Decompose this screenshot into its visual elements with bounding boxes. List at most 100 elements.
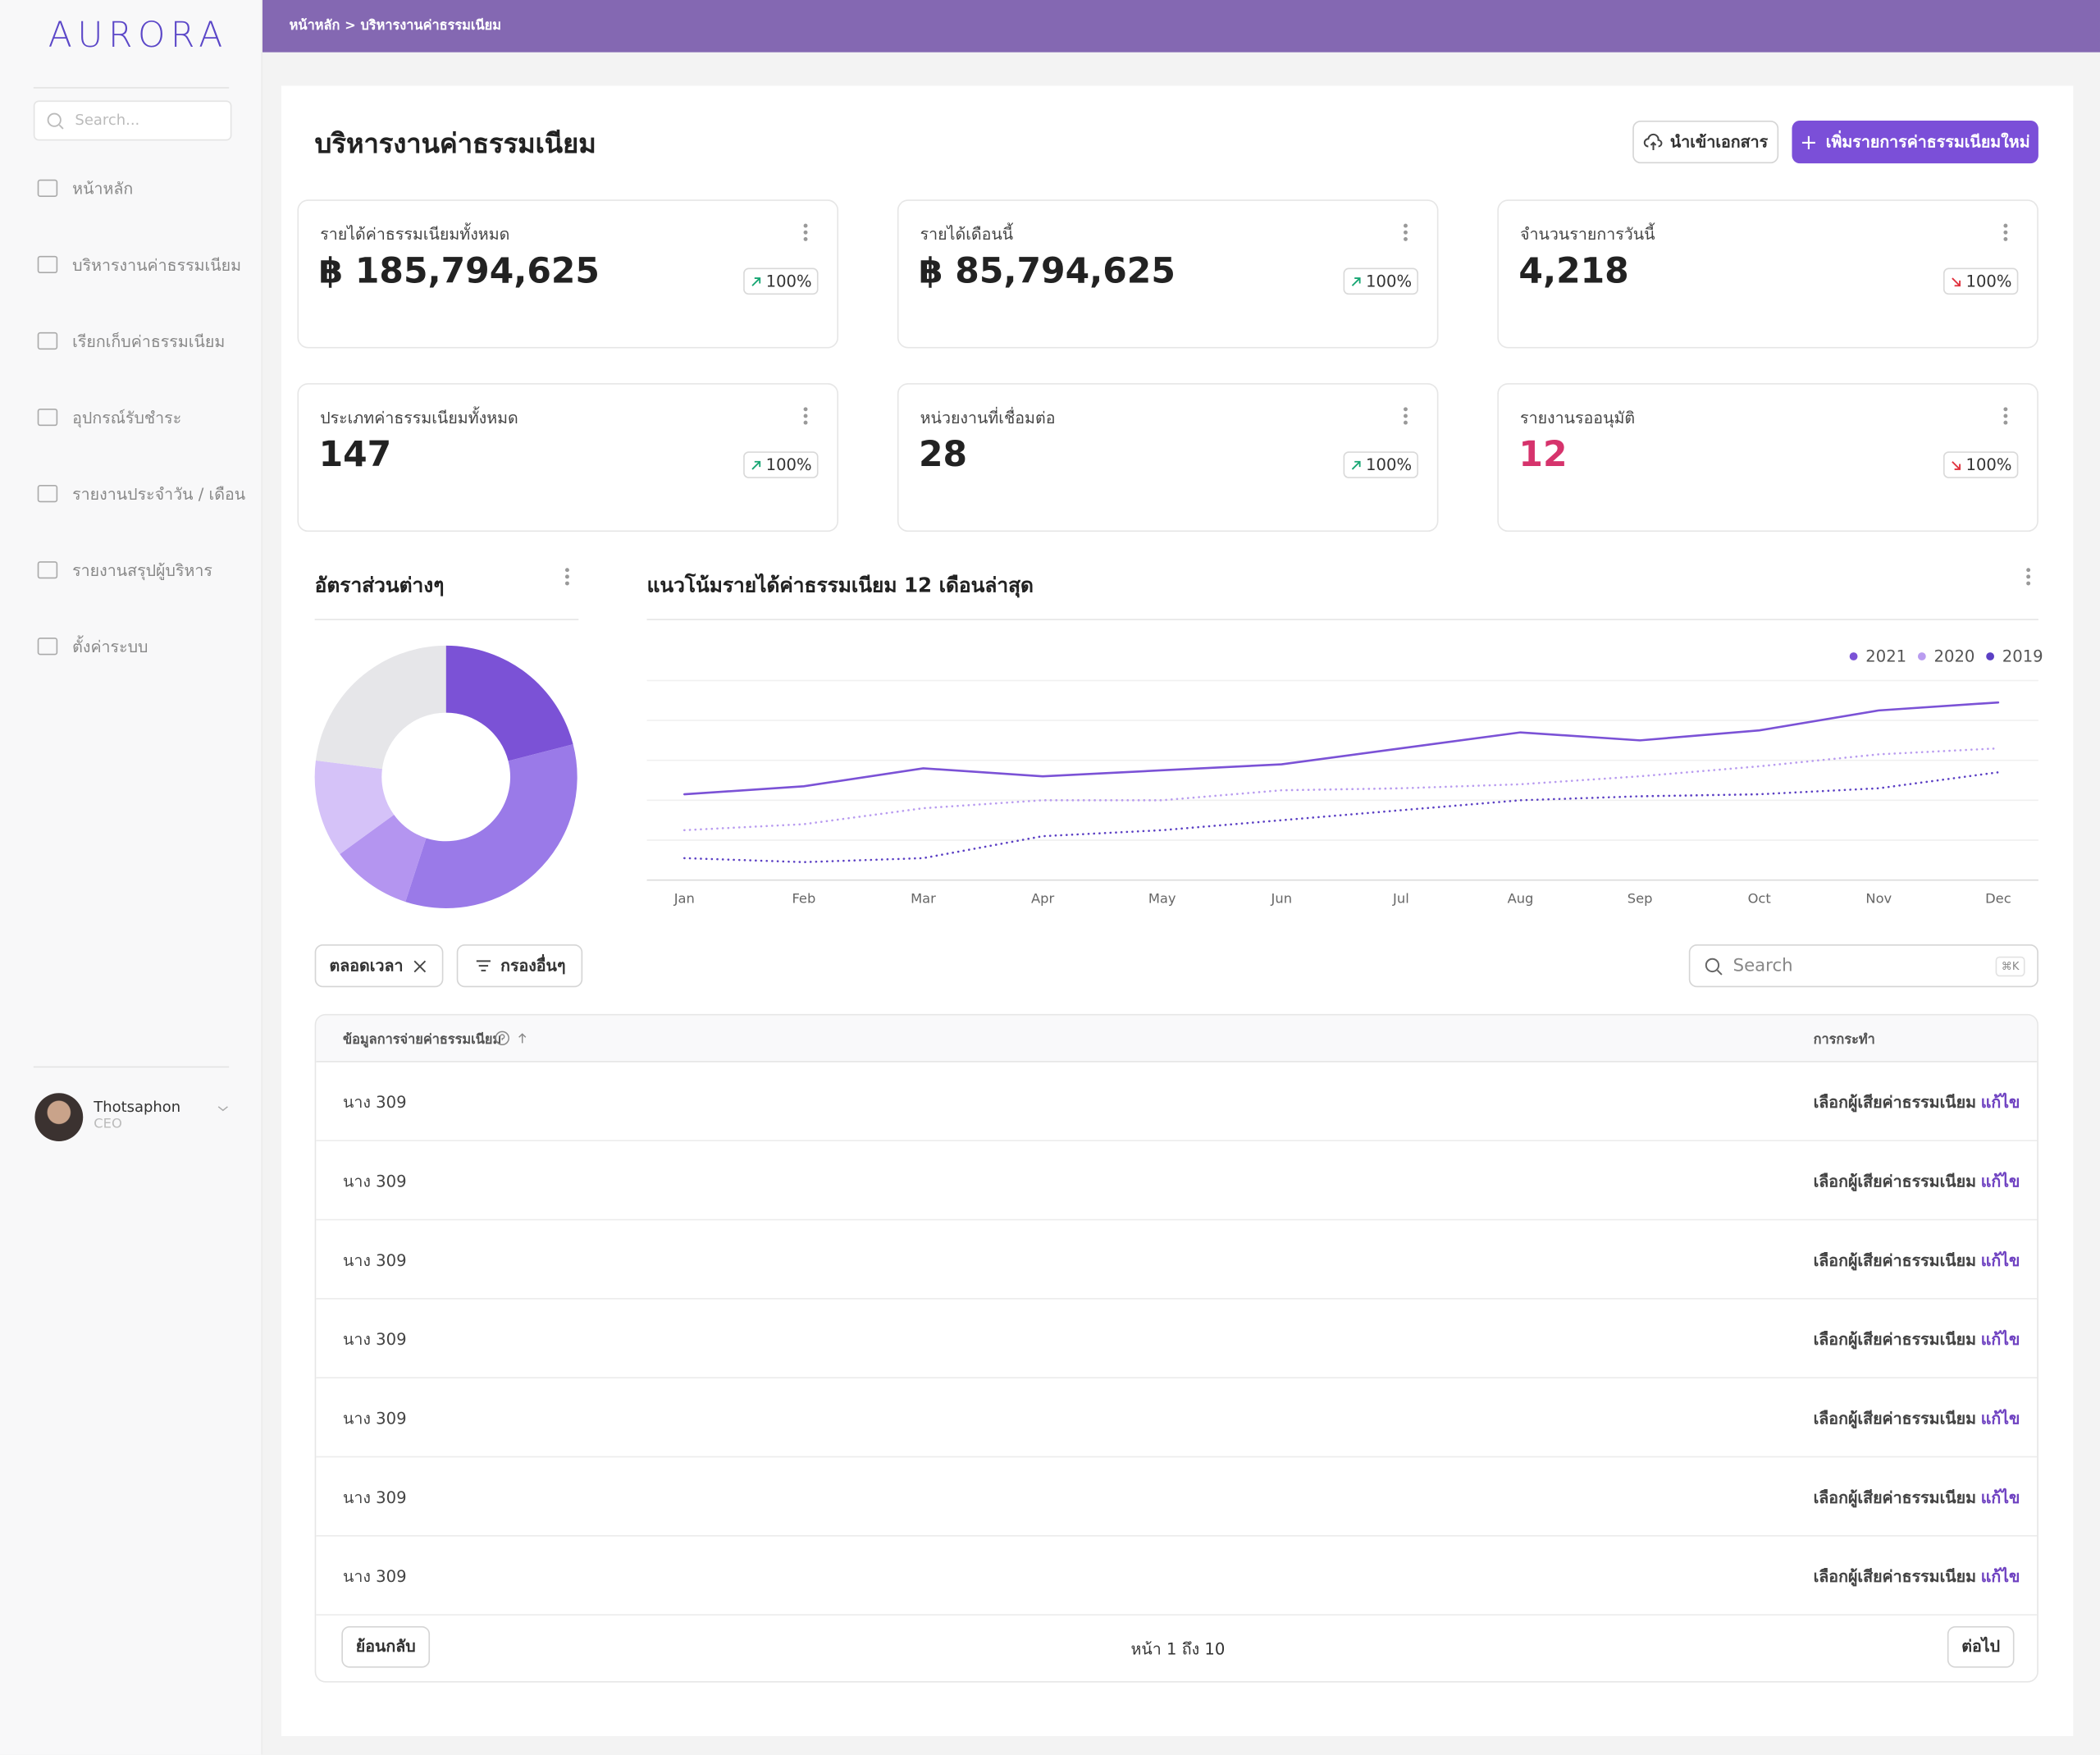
column-header: ข้อมูลการจ่ายค่าธรรมเนียม — [342, 1032, 502, 1048]
next-button[interactable]: ต่อไป — [1947, 1626, 2015, 1668]
nav-item[interactable]: ตั้งค่าระบบ — [27, 628, 255, 666]
edit-link[interactable]: แก้ไข — [1980, 1250, 2020, 1270]
more-menu[interactable] — [1403, 407, 1408, 412]
change-badge: 100% — [743, 267, 819, 295]
stat-value: 12 — [1518, 435, 1568, 476]
page-title: บริหารงานค่าธรรมเนียม — [314, 127, 596, 160]
row-name: นาง 309 — [342, 1330, 407, 1350]
nav-label: ตั้งค่าระบบ — [72, 638, 148, 656]
divider — [33, 87, 230, 89]
sort-icon — [518, 1033, 527, 1044]
table-row: นาง 309 เลือกผู้เสียค่าธรรมเนียม แก้ไข — [316, 1537, 2038, 1616]
stat-card: จำนวนรายการวันนี้ 4,218 100% — [1497, 199, 2038, 349]
stat-card: ประเภทค่าธรรมเนียมทั้งหมด 147 100% — [297, 382, 839, 532]
divider — [33, 1066, 230, 1068]
stat-card: รายได้เดือนนี้฿ 85,794,625 100% — [897, 199, 1439, 349]
nav-item[interactable]: รายงานสรุปผู้บริหาร — [27, 552, 255, 590]
nav-label: อุปกรณ์รับชำระ — [72, 408, 182, 427]
table-row: นาง 309 เลือกผู้เสียค่าธรรมเนียม แก้ไข — [316, 1457, 2038, 1537]
chart-title: อัตราส่วนต่างๆ — [314, 573, 445, 598]
stat-value: 4,218 — [1518, 251, 1629, 292]
row-action[interactable]: เลือกผู้เสียค่าธรรมเนียม — [1813, 1567, 1977, 1587]
row-action[interactable]: เลือกผู้เสียค่าธรรมเนียม — [1813, 1488, 1977, 1507]
change-badge: 100% — [1942, 451, 2019, 478]
edit-link[interactable]: แก้ไข — [1980, 1409, 2020, 1428]
nav-icon — [37, 331, 58, 350]
search-placeholder: Search... — [75, 111, 140, 129]
user-role: CEO — [94, 1117, 122, 1132]
row-action[interactable]: เลือกผู้เสียค่าธรรมเนียม — [1813, 1250, 1977, 1270]
change-value: 100% — [1366, 455, 1413, 474]
nav-item[interactable]: หน้าหลัก — [27, 170, 255, 208]
nav-item[interactable]: รายงานประจำวัน / เดือน — [27, 476, 255, 514]
row-name: นาง 309 — [342, 1409, 407, 1428]
stat-card: หน่วยงานที่เชื่อมต่อ 28 100% — [897, 382, 1439, 532]
change-value: 100% — [1366, 272, 1413, 291]
page-status: หน้า 1 ถึง 10 — [1130, 1639, 1226, 1659]
add-button[interactable]: เพิ่มรายการค่าธรรมเนียมใหม่ — [1792, 120, 2038, 164]
change-value: 100% — [765, 455, 812, 474]
row-action[interactable]: เลือกผู้เสียค่าธรรมเนียม — [1813, 1330, 1977, 1350]
sidebar: AURORA Search... หน้าหลัก บริหารงานค่าธรรมเ… — [0, 0, 262, 1755]
more-menu[interactable] — [2002, 407, 2007, 412]
change-badge: 100% — [1343, 267, 1418, 295]
row-action[interactable]: เลือกผู้เสียค่าธรรมเนียม — [1813, 1093, 1977, 1113]
top-bar: หน้าหลัก > บริหารงานค่าธรรมเนียม — [262, 0, 2100, 53]
divider — [646, 619, 2038, 620]
stat-label: รายได้เดือนนี้ — [920, 225, 1014, 245]
more-menu[interactable] — [2025, 568, 2030, 573]
change-value: 100% — [1965, 272, 2012, 291]
breadcrumb: หน้าหลัก > บริหารงานค่าธรรมเนียม — [289, 18, 502, 34]
edit-link[interactable]: แก้ไข — [1980, 1330, 2020, 1350]
chart-title: แนวโน้มรายได้ค่าธรรมเนียม 12 เดือนล่าสุด — [646, 573, 1034, 598]
nav-item[interactable]: อุปกรณ์รับชำระ — [27, 400, 255, 437]
table-row: นาง 309 เลือกผู้เสียค่าธรรมเนียม แก้ไข — [316, 1141, 2038, 1221]
import-button[interactable]: นำเข้าเอกสาร — [1632, 120, 1779, 164]
nav-item[interactable]: เรียกเก็บค่าธรรมเนียม — [27, 322, 255, 360]
nav-label: เรียกเก็บค่าธรรมเนียม — [72, 331, 226, 351]
table-row: นาง 309 เลือกผู้เสียค่าธรรมเนียม แก้ไข — [316, 1063, 2038, 1142]
button-label: นำเข้าเอกสาร — [1669, 131, 1769, 151]
edit-link[interactable]: แก้ไข — [1980, 1093, 2020, 1113]
filter-chip[interactable]: กรองอื่นๆ — [456, 944, 583, 988]
row-action[interactable]: เลือกผู้เสียค่าธรรมเนียม — [1813, 1172, 1977, 1191]
chip-label: กรองอื่นๆ — [500, 955, 566, 975]
nav-item[interactable]: บริหารงานค่าธรรมเนียม — [27, 246, 255, 284]
nav-icon — [37, 561, 58, 579]
nav-icon — [37, 485, 58, 503]
more-menu[interactable] — [564, 568, 569, 573]
row-name: นาง 309 — [342, 1093, 407, 1113]
table: ข้อมูลการจ่ายค่าธรรมเนียม การกระทำ นาง 309… — [314, 1013, 2038, 1683]
stat-value: ฿ 185,794,625 — [318, 251, 600, 292]
sidebar-search[interactable]: Search... — [33, 100, 232, 141]
stat-label: รายได้ค่าธรรมเนียมทั้งหมด — [320, 225, 510, 245]
edit-link[interactable]: แก้ไข — [1980, 1567, 2020, 1587]
more-menu[interactable] — [802, 407, 807, 412]
more-menu[interactable] — [2002, 223, 2007, 228]
table-header: ข้อมูลการจ่ายค่าธรรมเนียม การกระทำ — [316, 1015, 2038, 1063]
more-menu[interactable] — [802, 223, 807, 228]
edit-link[interactable]: แก้ไข — [1980, 1488, 2020, 1507]
pagination: ย้อนกลับ หน้า 1 ถึง 10 ต่อไป — [316, 1616, 2037, 1681]
stat-label: รายงานรออนุมัติ — [1520, 408, 1636, 427]
trend-up-icon — [751, 277, 760, 286]
trend-up-icon — [1351, 460, 1361, 469]
row-name: นาง 309 — [342, 1567, 407, 1587]
prev-button[interactable]: ย้อนกลับ — [341, 1626, 431, 1668]
stat-value: ฿ 85,794,625 — [918, 251, 1176, 292]
change-badge: 100% — [1343, 451, 1418, 478]
more-menu[interactable] — [1403, 223, 1408, 228]
edit-link[interactable]: แก้ไข — [1980, 1172, 2020, 1191]
user-name: Thotsaphon — [94, 1098, 181, 1116]
icon — [413, 959, 427, 972]
change-badge: 100% — [1942, 267, 2019, 295]
change-value: 100% — [765, 272, 812, 291]
stat-card: รายงานรออนุมัติ 12 100% — [1497, 382, 2038, 532]
row-name: นาง 309 — [342, 1488, 407, 1507]
change-value: 100% — [1965, 455, 2012, 474]
table-search[interactable]: Search ⌘K — [1688, 944, 2038, 988]
filter-chip[interactable]: ตลอดเวลา — [314, 944, 444, 988]
row-action[interactable]: เลือกผู้เสียค่าธรรมเนียม — [1813, 1409, 1977, 1428]
row-name: นาง 309 — [342, 1172, 407, 1191]
